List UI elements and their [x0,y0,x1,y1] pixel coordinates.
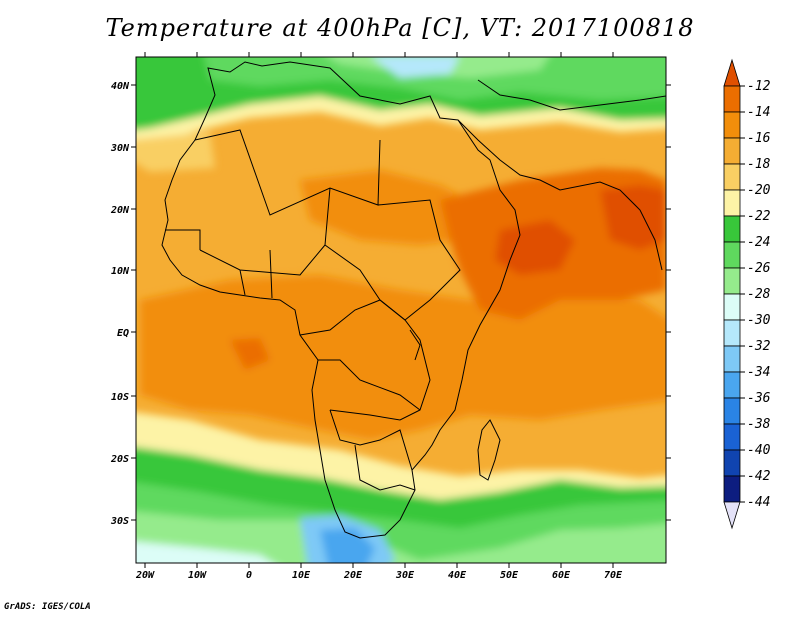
colorbar-swatch [723,267,741,295]
axis-ticks [131,52,671,568]
colorbar-label: -12 [747,79,771,94]
lat-label: 10N [111,266,130,277]
colorbar-label: -36 [747,391,771,406]
colorbar-label: -20 [747,183,771,198]
map-title: Temperature at 400hPa [C], VT: 201710081… [105,14,695,42]
colorbar-arrow-bottom [723,501,741,530]
colorbar-label: -24 [747,235,770,250]
credit-text: GrADS: IGES/COLA [4,602,91,612]
colorbar-label: -22 [747,209,771,224]
colorbar-swatch [723,85,741,113]
lon-label: 60E [552,570,571,581]
colorbar-label: -32 [747,339,771,354]
colorbar-label: -18 [747,157,771,172]
colorbar-label: -34 [747,365,770,380]
colorbar-swatch [723,397,741,425]
lon-label: 10E [292,570,311,581]
map-frame [135,56,667,564]
latitude-labels: 40N 30N 20N 10N EQ 10S 20S 30S [110,81,130,527]
colorbar-swatch [723,111,741,139]
colorbar-swatch [723,163,741,191]
temperature-field [136,57,666,563]
lat-label: 10S [111,392,129,403]
lat-label: EQ [117,328,129,339]
lon-label: 50E [500,570,519,581]
colorbar-swatch [723,371,741,399]
colorbar-arrow-top [723,58,741,87]
colorbar-label: -40 [747,443,771,458]
colorbar-swatch [723,423,741,451]
colorbar-label: -28 [747,287,771,302]
colorbar-swatch [723,449,741,477]
colorbar-swatch [723,345,741,373]
lon-label: 0 [246,570,252,581]
lon-label: 20W [135,570,155,581]
lon-label: 10W [188,570,207,581]
colorbar-swatch [723,241,741,269]
coastlines-and-borders [161,61,666,539]
colorbar: -12 -14 -16 -18 -20 -22 -24 -26 -28 -30 -32 -34 -36 -… [723,58,771,530]
lat-label: 30S [110,516,129,527]
colorbar-label: -44 [747,495,770,510]
colorbar-swatch [723,475,741,503]
colorbar-label: -38 [747,417,771,432]
lon-label: 20E [343,570,363,581]
lon-label: 40E [448,570,467,581]
lat-label: 20N [110,205,130,216]
colorbar-swatch [723,319,741,347]
colorbar-label: -30 [747,313,771,328]
colorbar-swatch [723,189,741,217]
lon-label: 30E [395,570,415,581]
colorbar-swatch [723,293,741,321]
colorbar-label: -14 [747,105,770,120]
lat-label: 20S [110,454,129,465]
longitude-labels: 20W 10W 0 10E 20E 30E 40E 50E 60E 70E [135,570,623,581]
colorbar-label: -42 [747,469,771,484]
colorbar-label: -16 [747,131,771,146]
colorbar-label: -26 [747,261,771,276]
colorbar-swatch [723,137,741,165]
lon-label: 70E [604,570,623,581]
lat-label: 40N [111,81,130,92]
lat-label: 30N [110,143,130,154]
colorbar-swatch [723,215,741,243]
